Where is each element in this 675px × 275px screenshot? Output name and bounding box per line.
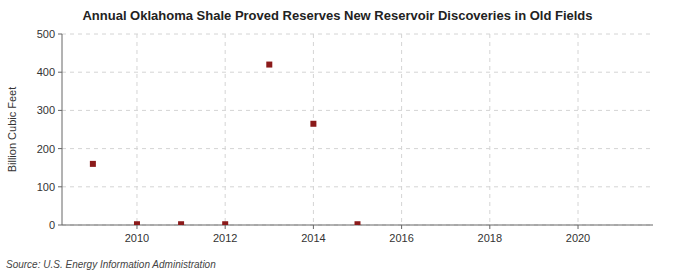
x-tick <box>489 225 490 229</box>
y-tick-label: 100 <box>37 181 55 193</box>
x-grid-line <box>225 34 226 225</box>
points <box>90 62 361 225</box>
x-tick-label: 2010 <box>125 232 149 244</box>
point <box>90 161 96 167</box>
point <box>266 62 272 68</box>
y-tick <box>58 225 62 226</box>
x-grid-line <box>578 34 579 225</box>
x-tick <box>225 225 226 229</box>
x-tick-label: 2016 <box>389 232 413 244</box>
y-grid-line <box>62 148 653 149</box>
x-tick <box>313 225 314 229</box>
axes: 2010 2012 2014 2016 2018 2020 0 100 200 300 400 500 <box>37 28 591 244</box>
x-tick <box>401 225 402 229</box>
x-tick <box>136 225 137 229</box>
title: Annual Oklahoma Shale Proved Reserves Ne… <box>82 8 592 23</box>
x-grid-line <box>136 34 137 225</box>
y-grid-line <box>62 34 653 35</box>
y-tick <box>58 110 62 111</box>
y-tick <box>58 186 62 187</box>
source-note: Source: U.S. Energy Information Administ… <box>6 259 216 270</box>
point <box>222 221 228 225</box>
y-grid-line <box>62 72 653 73</box>
y-grid-line <box>62 186 653 187</box>
y-tick-label: 400 <box>37 66 55 78</box>
y-tick-label: 300 <box>37 104 55 116</box>
x-tick-label: 2014 <box>301 232 325 244</box>
y-tick-label: 500 <box>37 28 55 40</box>
y-grid-line <box>62 110 653 111</box>
y-tick <box>58 72 62 73</box>
chart: 2010 2012 2014 2016 2018 2020 0 100 200 300 400 500… <box>0 0 675 275</box>
x-grid-line <box>313 34 314 225</box>
point <box>355 221 361 225</box>
x-grid-line <box>489 34 490 225</box>
y-tick-label: 200 <box>37 143 55 155</box>
x-tick <box>578 225 579 229</box>
point <box>178 221 184 225</box>
x-tick-label: 2018 <box>478 232 502 244</box>
y-axis-line <box>62 34 63 225</box>
x-tick-label: 2020 <box>566 232 590 244</box>
point <box>310 121 316 127</box>
grid <box>62 34 653 225</box>
x-grid-line <box>401 34 402 225</box>
y-axis-label: Billion Cubic Feet <box>6 87 18 173</box>
y-tick <box>58 148 62 149</box>
y-tick <box>58 34 62 35</box>
x-tick-label: 2012 <box>213 232 237 244</box>
point <box>134 221 140 225</box>
y-tick-label: 0 <box>49 219 55 231</box>
